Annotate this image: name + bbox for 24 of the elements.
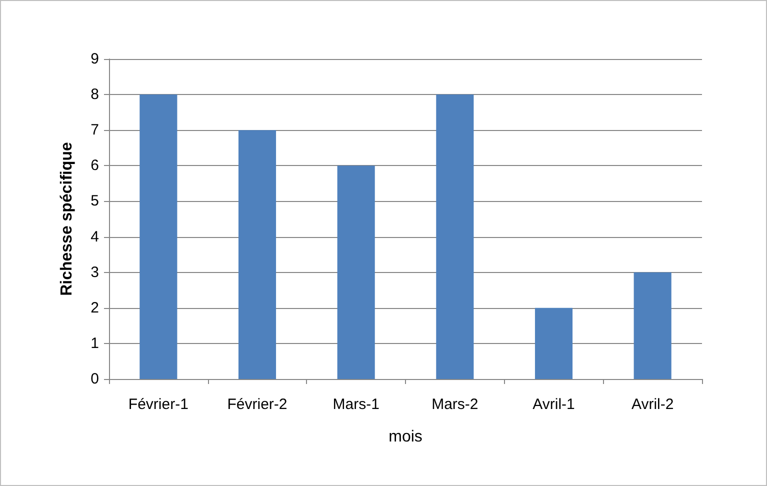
y-tick-label: 0 (90, 370, 99, 388)
x-tick-label: Mars-2 (432, 396, 478, 413)
x-tick-label: Février-1 (128, 396, 188, 413)
bar (436, 94, 474, 379)
bar (140, 94, 178, 379)
x-tick-label: Février-2 (227, 396, 288, 413)
y-tick-label: 9 (90, 50, 99, 68)
bar (238, 130, 276, 379)
x-tick-label: Mars-1 (332, 396, 380, 413)
y-tick-label: 2 (90, 299, 99, 316)
y-tick-label: 7 (90, 122, 99, 139)
y-tick-label: 4 (90, 228, 99, 246)
bar (337, 166, 375, 379)
y-axis-title: Richesse spécifique (58, 142, 76, 296)
y-tick-label: 6 (90, 157, 99, 174)
x-tick-label: Avril-2 (631, 396, 674, 413)
y-tick-label: 1 (90, 334, 99, 352)
bar (534, 308, 573, 379)
y-tick-label: 3 (90, 264, 99, 281)
y-tick-label: 5 (90, 192, 99, 210)
bar (634, 272, 672, 379)
y-tick-label: 8 (90, 86, 99, 104)
x-axis-title: mois (388, 428, 422, 446)
x-tick-label: Avril-1 (532, 396, 575, 413)
